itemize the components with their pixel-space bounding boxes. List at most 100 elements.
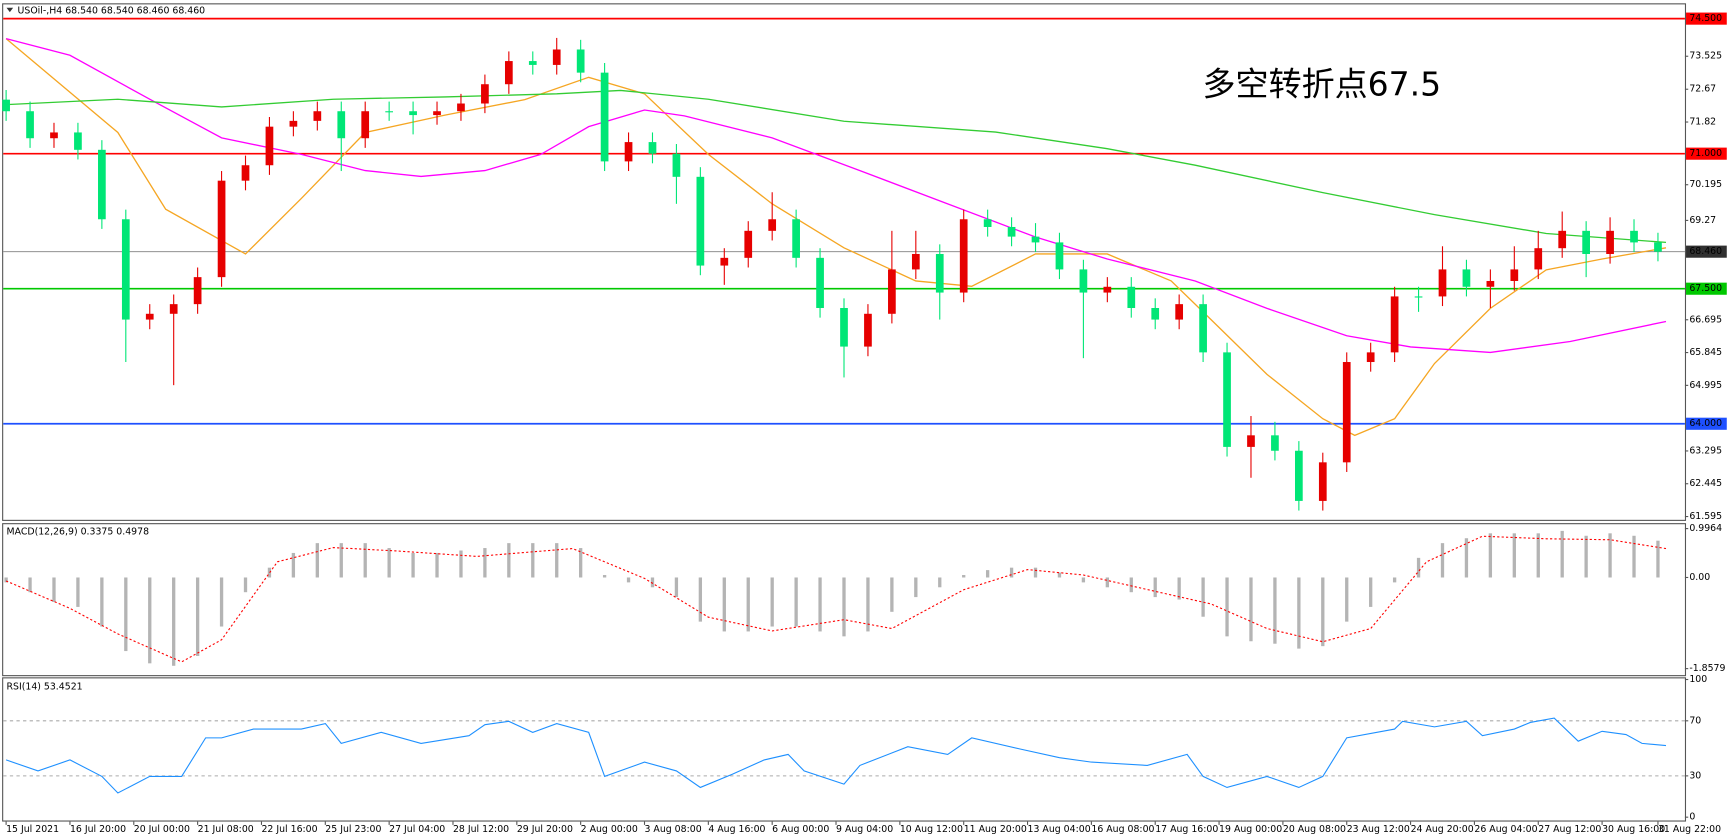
candle-body <box>1103 286 1112 293</box>
candle-body <box>313 111 322 121</box>
candle-body <box>768 219 777 231</box>
candle-body <box>1175 304 1184 320</box>
macd-bar <box>1632 535 1636 578</box>
level-label-box <box>1686 147 1727 160</box>
x-tick-label: 25 Jul 23:00 <box>325 824 381 835</box>
macd-bar <box>1297 577 1301 649</box>
macd-bar <box>722 577 726 632</box>
candle-body <box>911 253 920 270</box>
x-tick-label: 31 Aug 22:00 <box>1658 824 1721 835</box>
macd-bar <box>914 577 918 598</box>
x-tick-label: 21 Jul 08:00 <box>198 824 254 835</box>
y-tick-label: 70.195 <box>1689 179 1722 190</box>
candle-body <box>361 111 370 139</box>
macd-bar <box>842 577 846 637</box>
macd-bar <box>52 577 56 603</box>
macd-bar <box>1488 533 1493 578</box>
candle-body <box>1151 307 1160 320</box>
candle-body <box>888 269 896 314</box>
macd-bar <box>746 577 750 632</box>
x-tick-label: 17 Aug 16:00 <box>1155 824 1218 835</box>
macd-bar <box>674 577 679 598</box>
x-tick-label: 4 Aug 16:00 <box>708 824 765 835</box>
y-tick-label: 100 <box>1689 674 1707 685</box>
macd-bar <box>195 577 200 656</box>
candle-body <box>409 111 417 116</box>
macd-bar <box>435 552 439 578</box>
macd-bar <box>1464 538 1469 578</box>
x-tick-label: 20 Aug 08:00 <box>1283 824 1346 835</box>
macd-bar <box>1560 530 1564 578</box>
candle-body <box>1630 230 1638 243</box>
candle-body <box>840 307 848 347</box>
level-label-box <box>1686 282 1727 295</box>
macd-bar <box>531 543 535 578</box>
macd-bar <box>315 543 319 578</box>
macd-bar <box>243 577 248 593</box>
moving-average <box>5 38 1667 354</box>
x-tick-label: 6 Aug 00:00 <box>772 824 829 835</box>
y-tick-label: 0.9964 <box>1689 523 1722 534</box>
candle-body <box>1031 236 1040 243</box>
x-tick-label: 29 Jul 20:00 <box>517 824 573 835</box>
macd-bar <box>1081 577 1086 583</box>
macd-bar <box>411 552 415 578</box>
x-tick-label: 23 Aug 12:00 <box>1347 824 1410 835</box>
candle-body <box>265 126 274 166</box>
x-tick-label: 20 Jul 00:00 <box>134 824 190 835</box>
candle-body <box>241 165 250 181</box>
annotation: 多空转折点67.5 <box>1203 64 1442 103</box>
candle-body <box>744 230 753 258</box>
macd-bar <box>1656 540 1660 578</box>
candle-body <box>504 61 513 85</box>
macd-bar <box>818 577 822 632</box>
macd-bar <box>1369 577 1373 607</box>
macd-bar <box>1273 577 1277 644</box>
y-tick-label: 65.845 <box>1689 347 1722 358</box>
candle-body <box>983 219 992 227</box>
macd-bar <box>866 577 870 632</box>
x-tick-label: 27 Jul 04:00 <box>389 824 445 835</box>
macd-bar <box>387 548 391 578</box>
candle-body <box>1318 462 1327 501</box>
main-panel-frame <box>2 3 1687 521</box>
y-tick-label: 63.295 <box>1689 445 1722 456</box>
y-tick-label: 64.995 <box>1689 380 1722 391</box>
candle-body <box>1295 450 1303 501</box>
macd-bar <box>1153 577 1157 598</box>
macd-bar <box>507 543 511 578</box>
y-tick-label: 66.695 <box>1689 314 1722 325</box>
level-label: 68.460 <box>1689 246 1722 257</box>
candle-body <box>1558 230 1567 249</box>
candle-body <box>1223 352 1231 447</box>
candle-body <box>1079 269 1088 293</box>
candle-body <box>528 61 537 65</box>
macd-bar <box>650 577 655 588</box>
x-tick-label: 13 Aug 04:00 <box>1028 824 1091 835</box>
macd-bar <box>794 577 798 627</box>
y-tick-label: -1.8579 <box>1689 663 1725 674</box>
x-tick-label: 26 Aug 04:00 <box>1474 824 1537 835</box>
candle-body <box>1534 248 1543 270</box>
candle-body <box>457 103 465 112</box>
macd-bar <box>1512 533 1516 578</box>
level-label: 74.500 <box>1689 13 1722 24</box>
level-label: 71.000 <box>1689 148 1722 159</box>
macd-bar <box>602 575 607 578</box>
menu-triangle <box>6 7 14 13</box>
candle-body <box>864 313 872 347</box>
x-tick-label: 27 Aug 12:00 <box>1538 824 1601 835</box>
x-tick-label: 15 Jul 2021 <box>6 824 59 835</box>
x-tick-label: 28 Jul 12:00 <box>453 824 509 835</box>
candle-body <box>1654 242 1662 252</box>
y-tick-label: 69.27 <box>1689 215 1716 226</box>
candle-body <box>26 111 34 139</box>
candle-body <box>1007 226 1016 237</box>
macd-bar <box>291 552 296 578</box>
candle-body <box>145 313 154 320</box>
candle-body <box>552 49 561 65</box>
macd-bar <box>1249 577 1253 642</box>
macd-bar <box>1177 577 1181 600</box>
